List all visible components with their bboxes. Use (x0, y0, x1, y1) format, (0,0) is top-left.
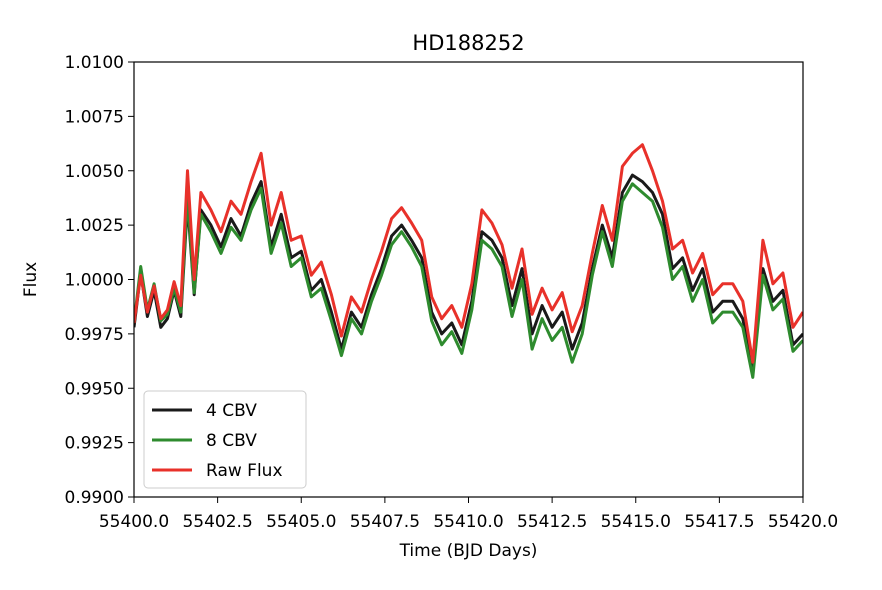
x-tick-label: 55420.0 (768, 512, 838, 532)
x-axis-label: Time (BJD Days) (399, 541, 538, 561)
series-line-2 (134, 182, 803, 379)
y-tick-label: 0.9975 (65, 325, 124, 345)
x-tick-label: 55417.5 (684, 512, 754, 532)
x-tick-label: 55405.0 (266, 512, 336, 532)
legend-box (143, 390, 307, 489)
legend-label-3: Raw Flux (206, 461, 283, 481)
legend-label-2: 8 CBV (206, 431, 257, 451)
x-tick-label: 55400.0 (99, 512, 169, 532)
y-tick-label: 1.0100 (65, 53, 124, 73)
x-axis: 55400.0 55402.5 55405.0 55407.5 55410.0 55412… (99, 497, 838, 532)
chart-title: HD188252 (412, 31, 524, 55)
y-axis-label: Flux (21, 262, 41, 297)
y-axis: 0.9900 0.9925 0.9950 0.9975 1.0000 1.0025 1.00… (65, 53, 134, 508)
x-tick-label: 55407.5 (350, 512, 420, 532)
y-tick-label: 0.9950 (65, 379, 124, 399)
series-layer (134, 143, 803, 379)
y-tick-label: 0.9900 (65, 488, 124, 508)
y-tick-label: 1.0075 (65, 107, 124, 127)
legend: 4 CBV 8 CBV Raw Flux (143, 390, 307, 489)
y-tick-label: 1.0050 (65, 162, 124, 182)
x-tick-label: 55412.5 (517, 512, 587, 532)
y-tick-label: 1.0000 (65, 271, 124, 291)
series-line-1 (134, 173, 803, 373)
x-tick-label: 55415.0 (601, 512, 671, 532)
series-line-3 (134, 143, 803, 364)
y-tick-label: 1.0025 (65, 216, 124, 236)
x-tick-label: 55410.0 (433, 512, 503, 532)
legend-label-1: 4 CBV (206, 401, 257, 421)
x-tick-label: 55402.5 (182, 512, 252, 532)
y-tick-label: 0.9925 (65, 434, 124, 454)
